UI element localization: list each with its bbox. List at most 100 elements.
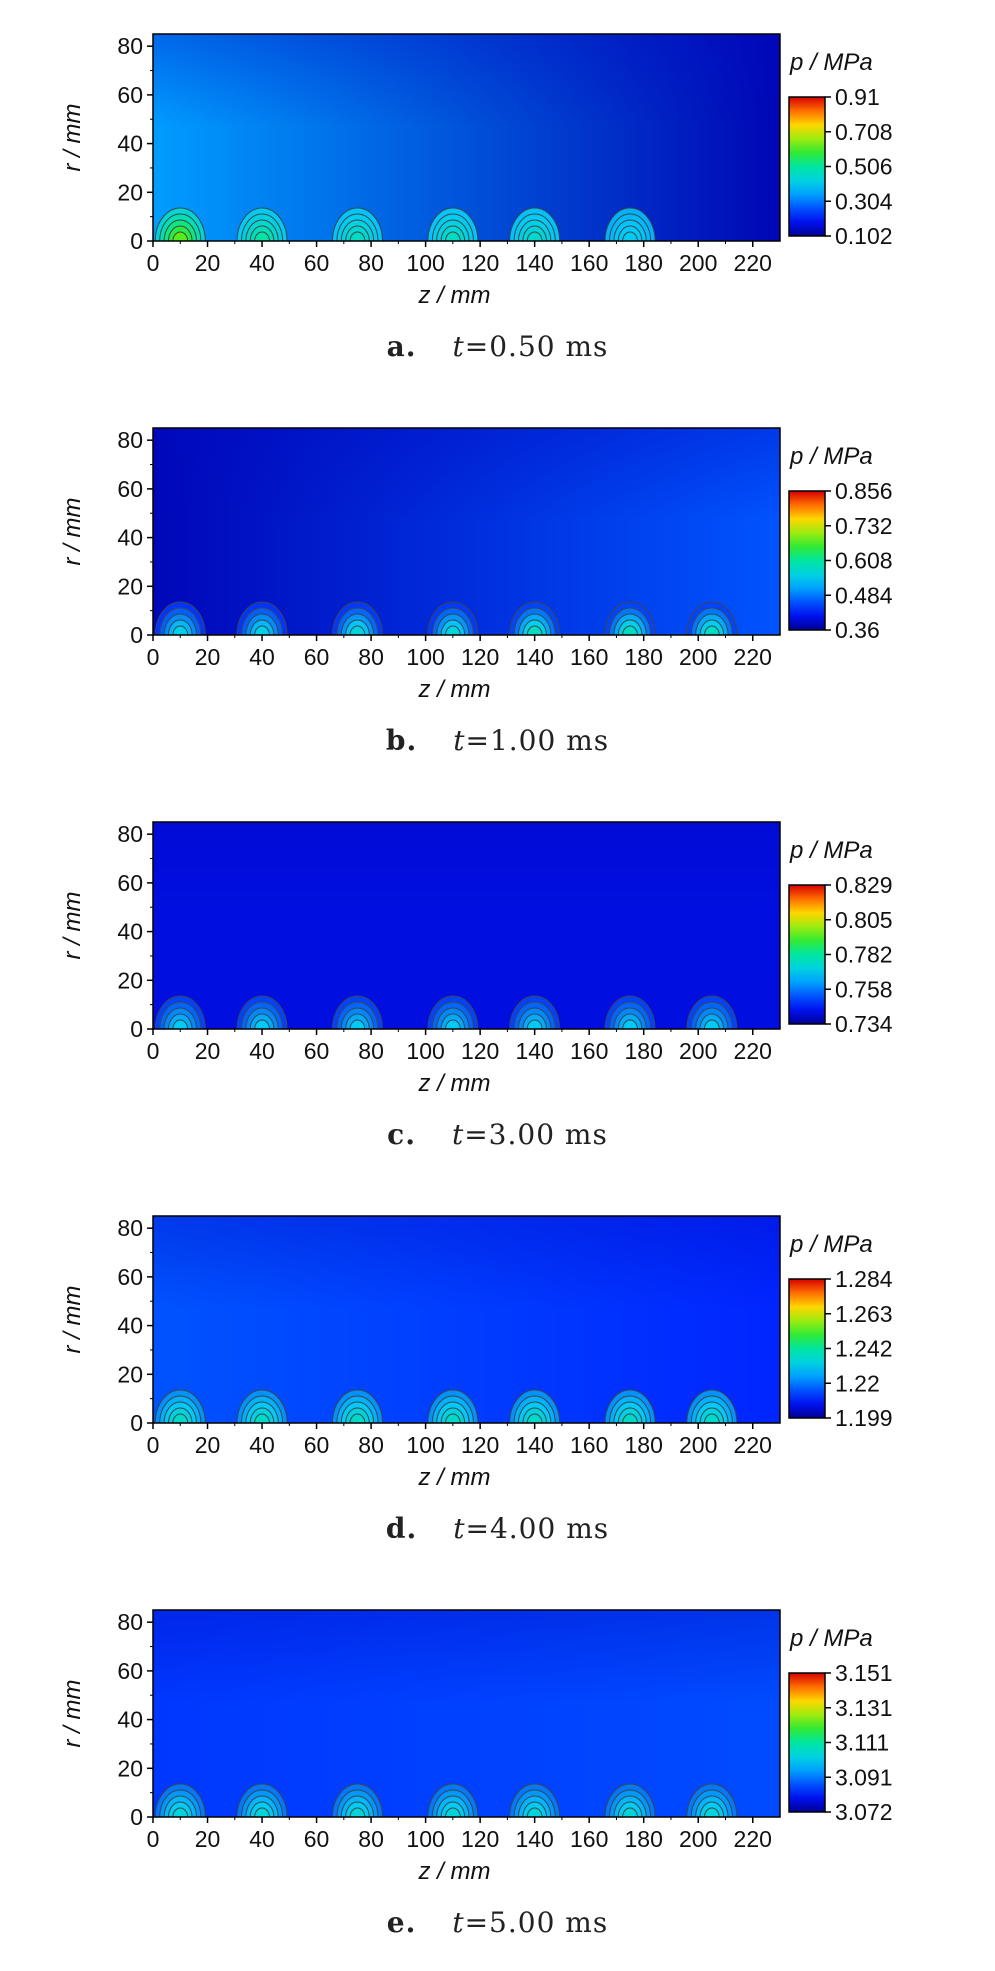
x-tick-label: 120: [461, 1432, 499, 1458]
y-tick-label: 20: [117, 1755, 143, 1781]
pressure-hotspot: [509, 1783, 561, 1817]
colorbar-tick-label: 0.829: [835, 872, 893, 898]
x-tick-label: 0: [147, 644, 160, 670]
pressure-hotspot: [154, 207, 206, 241]
plot-area: [153, 1216, 780, 1423]
x-tick-label: 120: [461, 644, 499, 670]
x-axis-label: z / mm: [418, 676, 491, 703]
colorbar-label: p / MPa: [789, 49, 873, 76]
x-tick-label: 180: [625, 1432, 663, 1458]
panel-time: t=3.00 ms: [451, 1118, 608, 1151]
x-tick-label: 80: [358, 1826, 384, 1852]
y-tick-label: 20: [117, 967, 143, 993]
x-axis-label: z / mm: [418, 282, 491, 309]
pressure-hotspot: [236, 1389, 288, 1423]
panel-caption: e. t=5.00 ms: [0, 1906, 995, 1939]
hotspot-contour: [703, 625, 720, 635]
hotspot-contour: [526, 1019, 543, 1029]
x-tick-label: 40: [249, 1826, 275, 1852]
colorbar-tick-label: 3.151: [835, 1660, 893, 1686]
y-tick-label: 40: [117, 1707, 143, 1733]
plot-area: [153, 822, 780, 1029]
colorbar-tick-label: 0.782: [835, 942, 893, 968]
colorbar-tick-label: 3.111: [835, 1730, 889, 1756]
x-tick-label: 60: [304, 250, 330, 276]
y-tick-label: 80: [117, 821, 143, 847]
x-tick-label: 40: [249, 1038, 275, 1064]
x-tick-label: 140: [515, 1826, 553, 1852]
colorbar-tick-label: 1.284: [835, 1266, 893, 1292]
colorbar-tick-label: 3.131: [835, 1695, 893, 1721]
pressure-hotspot: [427, 1389, 479, 1423]
colorbar-label: p / MPa: [789, 1231, 873, 1258]
colorbar-tick-label: 0.484: [835, 582, 893, 608]
colorbar-tick-label: 0.732: [835, 513, 893, 539]
x-tick-label: 200: [679, 1432, 717, 1458]
y-tick-label: 80: [117, 1609, 143, 1635]
heatmap-svg: 0 20 40 60 80 100 120 140 160 180 200 220 0 20 40 60 80 z…: [59, 821, 893, 1097]
hotspot-contour: [172, 625, 189, 635]
colorbar-label: p / MPa: [789, 443, 873, 470]
pressure-hotspot: [154, 995, 206, 1029]
x-tick-label: 20: [195, 644, 221, 670]
colorbar-tick-label: 3.072: [835, 1799, 893, 1825]
colorbar-label: p / MPa: [789, 837, 873, 864]
x-axis-label: z / mm: [418, 1858, 491, 1885]
chart-panel: 0 20 40 60 80 100 120 140 160 180 200 220 0 20 40 60 80 z…: [0, 0, 995, 394]
pressure-hotspot: [331, 207, 383, 241]
hotspot-contour: [444, 1019, 461, 1029]
colorbar-tick-label: 0.758: [835, 976, 893, 1002]
hotspot-contour: [254, 1413, 270, 1423]
pressure-hotspot: [604, 995, 656, 1029]
x-tick-label: 180: [625, 644, 663, 670]
pressure-hotspot: [236, 1783, 288, 1817]
field-shading: [153, 34, 780, 241]
hotspot-contour: [444, 625, 461, 635]
pressure-hotspot: [509, 1389, 561, 1423]
pressure-hotspot: [686, 601, 738, 635]
x-tick-label: 200: [679, 250, 717, 276]
hotspot-contour: [526, 625, 543, 635]
panel-time: t=1.00 ms: [453, 724, 610, 757]
pressure-hotspot: [509, 601, 561, 635]
y-tick-label: 0: [130, 1016, 143, 1042]
chart-panel: 0 20 40 60 80 100 120 140 160 180 200 220 0 20 40 60 80 z…: [0, 1182, 995, 1576]
hotspot-contour: [703, 1413, 720, 1423]
x-tick-label: 0: [147, 250, 160, 276]
x-tick-label: 180: [625, 1038, 663, 1064]
x-tick-label: 20: [195, 1826, 221, 1852]
colorbar-tick-label: 0.856: [835, 478, 893, 504]
x-tick-label: 20: [195, 1038, 221, 1064]
y-tick-label: 40: [117, 131, 143, 157]
x-tick-label: 200: [679, 1038, 717, 1064]
pressure-hotspot: [604, 1389, 656, 1423]
y-tick-label: 80: [117, 33, 143, 59]
y-tick-label: 80: [117, 427, 143, 453]
x-tick-label: 220: [734, 250, 772, 276]
x-tick-label: 100: [406, 1826, 444, 1852]
plot-frame: [152, 427, 781, 636]
x-tick-label: 0: [147, 1432, 160, 1458]
x-tick-label: 0: [147, 1826, 160, 1852]
chart-panel: 0 20 40 60 80 100 120 140 160 180 200 220 0 20 40 60 80 z…: [0, 394, 995, 788]
y-tick-label: 20: [117, 1361, 143, 1387]
x-tick-label: 0: [147, 1038, 160, 1064]
x-tick-label: 180: [625, 1826, 663, 1852]
field-shading: [153, 1216, 780, 1423]
x-tick-label: 160: [570, 250, 608, 276]
pressure-hotspot: [236, 207, 288, 241]
y-tick-label: 0: [130, 1804, 143, 1830]
hotspot-contour: [172, 1807, 189, 1817]
x-tick-label: 100: [406, 1038, 444, 1064]
colorbar: [788, 490, 826, 631]
panel-caption: b. t=1.00 ms: [0, 724, 995, 757]
plot-area: [153, 1610, 780, 1817]
hotspot-contour: [526, 231, 543, 241]
hotspot-contour: [254, 231, 270, 241]
panel-label: d.: [385, 1512, 418, 1545]
hotspot-contour: [622, 625, 638, 635]
pressure-hotspot: [686, 1783, 738, 1817]
hotspot-contour: [349, 231, 366, 241]
hotspot-contour: [622, 231, 638, 241]
panel-caption: c. t=3.00 ms: [0, 1118, 995, 1151]
